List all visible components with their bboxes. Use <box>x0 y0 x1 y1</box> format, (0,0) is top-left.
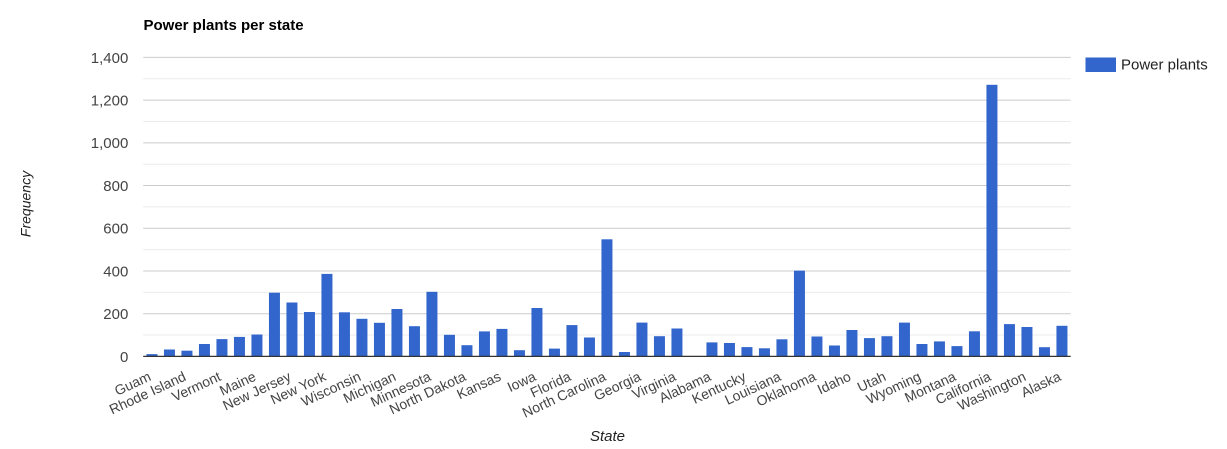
svg-text:1,000: 1,000 <box>91 135 129 152</box>
svg-text:Frequency: Frequency <box>18 170 34 237</box>
svg-text:0: 0 <box>120 349 128 366</box>
svg-text:1,400: 1,400 <box>91 50 129 67</box>
svg-text:600: 600 <box>103 221 128 238</box>
svg-text:State: State <box>590 428 625 445</box>
svg-text:1,200: 1,200 <box>91 93 129 110</box>
svg-text:200: 200 <box>103 306 128 323</box>
svg-text:400: 400 <box>103 263 128 280</box>
svg-text:Power plants per state: Power plants per state <box>144 17 304 34</box>
svg-text:Power plants: Power plants <box>1121 56 1208 73</box>
svg-text:800: 800 <box>103 178 128 195</box>
